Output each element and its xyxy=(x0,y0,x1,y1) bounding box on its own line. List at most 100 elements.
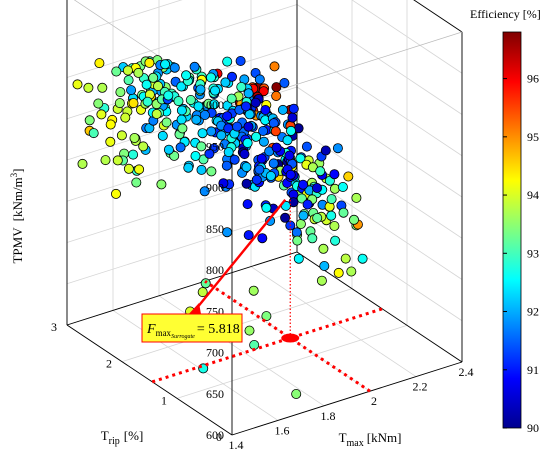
data-point xyxy=(280,212,291,223)
data-point xyxy=(302,199,313,210)
data-point xyxy=(315,166,326,177)
data-point xyxy=(243,88,254,99)
tick-labels: 60065070075080085090095010001.41.61.822.… xyxy=(51,98,474,452)
data-point xyxy=(282,135,293,146)
data-point xyxy=(239,149,250,160)
data-point xyxy=(244,325,255,336)
data-point xyxy=(196,164,207,175)
data-point xyxy=(242,137,253,148)
data-point xyxy=(288,103,299,114)
svg-text:Trip[%]: Trip [%] xyxy=(101,428,144,447)
data-point xyxy=(83,82,94,93)
colorbar-gradient xyxy=(502,31,522,429)
data-point xyxy=(312,212,323,223)
data-point xyxy=(185,95,196,106)
data-point xyxy=(163,144,174,155)
data-point xyxy=(123,163,134,174)
data-point xyxy=(260,105,271,116)
z-tick-label: 850 xyxy=(206,222,224,236)
data-point xyxy=(152,81,163,92)
data-point xyxy=(177,123,188,134)
z-tick-label: 700 xyxy=(206,346,224,360)
floor-grid-line xyxy=(112,310,279,421)
box-edge xyxy=(413,0,463,33)
data-point xyxy=(265,170,276,181)
data-point xyxy=(235,56,246,67)
data-point xyxy=(254,164,265,175)
y-tick-label: 1 xyxy=(161,393,167,407)
floor-grid-line xyxy=(176,324,408,399)
data-point xyxy=(129,132,140,143)
data-point xyxy=(277,104,288,115)
data-point xyxy=(151,109,162,120)
data-point xyxy=(261,311,272,322)
data-point xyxy=(316,275,327,286)
fmax-annotation: FmaxSurrogate = 5.818 xyxy=(141,313,243,343)
data-point xyxy=(176,105,187,116)
data-point xyxy=(257,233,268,244)
x-tick-label: 1.8 xyxy=(321,409,336,423)
data-point xyxy=(199,110,210,121)
data-point xyxy=(163,90,174,101)
data-point xyxy=(330,235,341,246)
wall-grid-line xyxy=(296,86,463,198)
data-point xyxy=(205,72,216,83)
data-point xyxy=(226,71,237,82)
data-point xyxy=(332,143,343,154)
box-edge xyxy=(231,361,463,436)
data-point xyxy=(348,214,359,225)
data-point xyxy=(197,128,208,139)
projection-line-y xyxy=(151,307,383,384)
data-point xyxy=(250,97,261,108)
floor-grid-line xyxy=(250,266,417,377)
wall-grid-line xyxy=(351,0,463,74)
data-point xyxy=(220,77,231,88)
data-point xyxy=(292,235,303,246)
z-tick-label: 1000 xyxy=(200,98,224,112)
data-point xyxy=(261,202,272,213)
data-point xyxy=(181,70,192,81)
data-point xyxy=(223,147,234,158)
data-point xyxy=(133,67,144,78)
data-point xyxy=(111,188,122,199)
data-point xyxy=(301,141,312,152)
data-point xyxy=(128,149,139,160)
data-point xyxy=(131,177,142,188)
colorbar-tick-label: 95 xyxy=(527,130,539,144)
data-point xyxy=(156,179,167,190)
data-point xyxy=(268,118,279,129)
data-point xyxy=(221,160,232,171)
data-point xyxy=(134,164,145,175)
data-point xyxy=(190,150,201,161)
data-point xyxy=(297,179,308,190)
colorbar-tick-label: 90 xyxy=(527,421,539,435)
colorbar-ticks: 90 91 92 93 94 95 96 xyxy=(503,72,539,435)
svg-text:TPMV[kNm/m3]: TPMV[kNm/m3] xyxy=(9,168,25,263)
x-tick-label: 1.6 xyxy=(275,423,290,437)
colorbar-tick-label: 96 xyxy=(527,72,539,86)
data-point xyxy=(296,193,307,204)
data-point xyxy=(84,115,95,126)
data-point xyxy=(285,169,296,180)
data-point xyxy=(126,85,137,96)
x-tick-label: 2.4 xyxy=(459,365,474,379)
colorbar-tick-label: 92 xyxy=(527,305,539,319)
data-point xyxy=(96,109,107,120)
data-point xyxy=(269,61,280,72)
data-point xyxy=(169,62,180,73)
x-tick-label: 2.2 xyxy=(413,380,428,394)
data-point xyxy=(195,84,206,95)
annotation-box xyxy=(141,313,243,343)
data-point xyxy=(175,142,186,153)
y-tick-label: 2 xyxy=(106,357,112,371)
data-point xyxy=(298,210,309,221)
data-point xyxy=(123,75,134,86)
data-point xyxy=(243,121,254,132)
data-point xyxy=(326,194,337,205)
z-tick-label: 650 xyxy=(206,387,224,401)
x-tick-label: 1.4 xyxy=(229,438,244,452)
data-point xyxy=(268,158,279,169)
data-point xyxy=(141,79,152,90)
data-point xyxy=(254,74,265,85)
